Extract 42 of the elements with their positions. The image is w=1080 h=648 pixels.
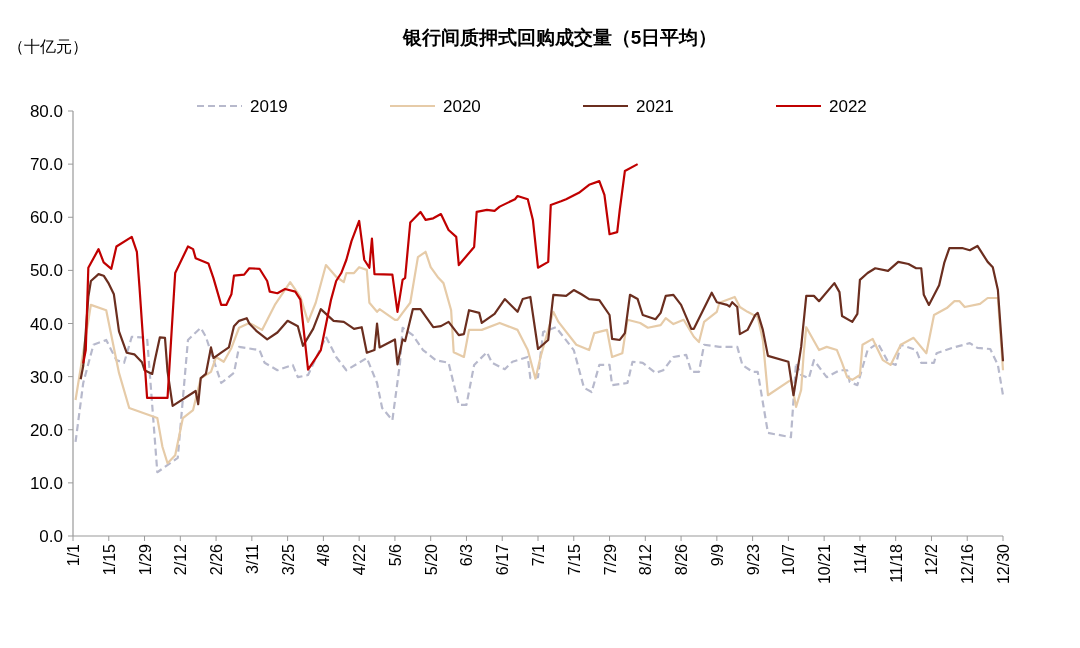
x-tick-label: 7/1 bbox=[530, 543, 547, 567]
legend-label: 2022 bbox=[829, 97, 867, 116]
chart-title: 银行间质押式回购成交量（5日平均） bbox=[401, 27, 718, 48]
y-tick-label: 30.0 bbox=[29, 367, 63, 387]
x-tick-label: 6/17 bbox=[494, 543, 512, 576]
x-tick-label: 12/30 bbox=[995, 543, 1012, 585]
x-tick-label: 7/15 bbox=[565, 543, 583, 576]
x-tick-label: 4/22 bbox=[351, 543, 369, 576]
x-tick-label: 10/7 bbox=[780, 543, 798, 576]
x-tick-label: 10/21 bbox=[816, 543, 834, 585]
x-tick-label: 2/12 bbox=[172, 543, 190, 576]
legend-label: 2020 bbox=[443, 97, 481, 116]
y-tick-label: 10.0 bbox=[29, 473, 63, 493]
y-tick-label: 60.0 bbox=[29, 208, 63, 228]
y-tick-label: 40.0 bbox=[29, 314, 63, 334]
x-tick-label: 8/26 bbox=[673, 543, 691, 576]
x-tick-label: 11/4 bbox=[851, 543, 869, 574]
y-tick-label: 80.0 bbox=[29, 102, 63, 121]
x-tick-label: 9/23 bbox=[744, 543, 762, 576]
x-tick-label: 8/12 bbox=[637, 543, 655, 576]
x-tick-label: 12/2 bbox=[923, 543, 941, 576]
x-tick-label: 3/11 bbox=[243, 543, 261, 574]
legend-label: 2021 bbox=[636, 97, 674, 116]
x-tick-label: 7/29 bbox=[601, 543, 619, 576]
y-tick-label: 0.0 bbox=[39, 527, 63, 546]
y-tick-label: 20.0 bbox=[29, 420, 63, 440]
x-tick-label: 5/6 bbox=[386, 543, 404, 567]
x-tick-label: 6/3 bbox=[458, 543, 476, 567]
x-tick-label: 1/1 bbox=[65, 543, 82, 567]
x-tick-label: 9/9 bbox=[708, 543, 726, 567]
y-tick-label: 50.0 bbox=[29, 261, 63, 281]
x-tick-label: 1/15 bbox=[100, 543, 118, 576]
x-tick-label: 1/29 bbox=[136, 543, 154, 576]
x-tick-label: 3/25 bbox=[279, 543, 297, 576]
x-tick-label: 5/20 bbox=[422, 543, 440, 576]
y-axis-title: （十亿元） bbox=[8, 38, 88, 55]
x-tick-label: 12/16 bbox=[959, 543, 977, 585]
y-tick-label: 70.0 bbox=[29, 155, 63, 175]
x-tick-label: 4/8 bbox=[315, 543, 333, 567]
x-tick-label: 2/26 bbox=[208, 543, 226, 576]
legend-label: 2019 bbox=[250, 97, 288, 116]
x-tick-label: 11/18 bbox=[887, 543, 905, 583]
